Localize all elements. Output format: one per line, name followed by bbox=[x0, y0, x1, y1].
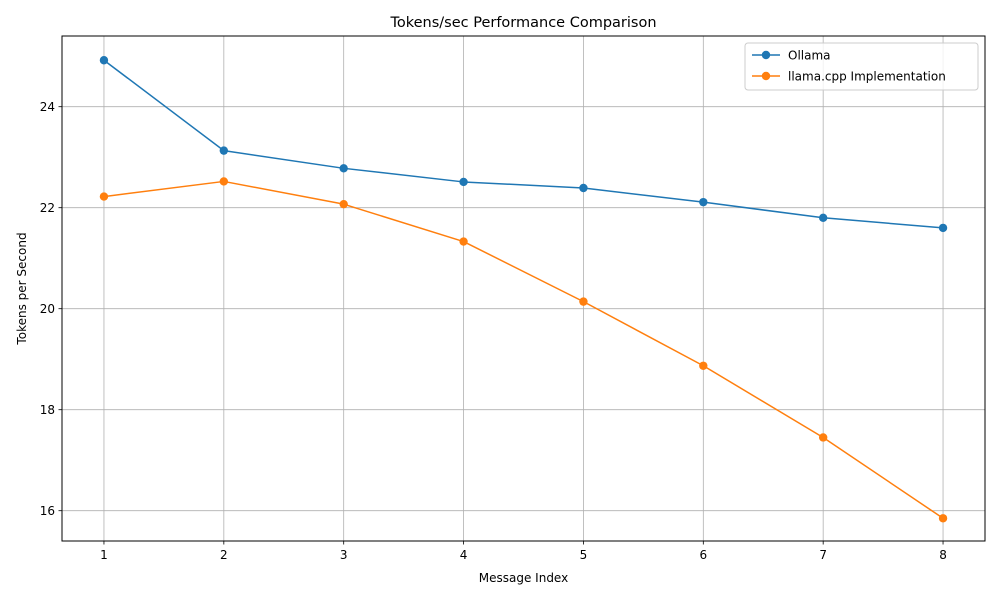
data-point bbox=[219, 177, 229, 186]
y-tick-label: 18 bbox=[40, 403, 55, 417]
x-tick-label: 2 bbox=[220, 548, 228, 562]
data-point bbox=[459, 177, 468, 187]
series-layer bbox=[99, 56, 948, 523]
series-0 bbox=[99, 56, 948, 233]
data-point bbox=[99, 56, 109, 65]
data-point bbox=[99, 192, 109, 201]
x-axis-label: Message Index bbox=[479, 571, 568, 585]
legend-label-ollama: Ollama bbox=[788, 49, 831, 63]
data-point bbox=[339, 199, 348, 209]
data-point bbox=[699, 197, 708, 207]
data-point bbox=[579, 183, 588, 193]
legend: Ollama llama.cpp Implementation bbox=[744, 42, 979, 91]
data-point bbox=[459, 237, 468, 246]
data-point bbox=[938, 223, 948, 233]
data-point bbox=[818, 213, 828, 222]
series-line bbox=[103, 59, 944, 229]
x-tick-label: 7 bbox=[819, 548, 827, 562]
data-point bbox=[818, 433, 828, 442]
legend-marker-llamacpp bbox=[761, 71, 771, 81]
y-tick-label: 24 bbox=[40, 100, 55, 114]
axis-ticks: 1 2 3 4 5 6 7 8 16 18 20 22 24 bbox=[40, 100, 947, 562]
x-tick-label: 4 bbox=[460, 548, 468, 562]
data-point bbox=[219, 146, 229, 155]
x-tick-label: 1 bbox=[100, 548, 108, 562]
data-point bbox=[579, 297, 588, 306]
data-point bbox=[938, 514, 948, 523]
legend-label-llamacpp: llama.cpp Implementation bbox=[788, 70, 946, 84]
y-tick-label: 22 bbox=[40, 201, 55, 215]
series-1 bbox=[99, 177, 948, 523]
x-tick-label: 5 bbox=[580, 548, 588, 562]
chart-title: Tokens/sec Performance Comparison bbox=[389, 15, 656, 31]
legend-marker-ollama bbox=[761, 50, 771, 60]
legend-box bbox=[744, 42, 979, 91]
data-point bbox=[339, 164, 348, 173]
x-tick-label: 6 bbox=[699, 548, 707, 562]
y-tick-label: 20 bbox=[40, 302, 55, 316]
x-tick-label: 3 bbox=[340, 548, 348, 562]
y-tick-label: 16 bbox=[40, 504, 55, 518]
data-point bbox=[699, 361, 708, 370]
x-tick-label: 8 bbox=[939, 548, 947, 562]
y-axis-label: Tokens per Second bbox=[15, 232, 29, 345]
grid bbox=[62, 36, 985, 541]
plot-area-frame bbox=[61, 35, 986, 542]
series-line bbox=[103, 180, 944, 519]
